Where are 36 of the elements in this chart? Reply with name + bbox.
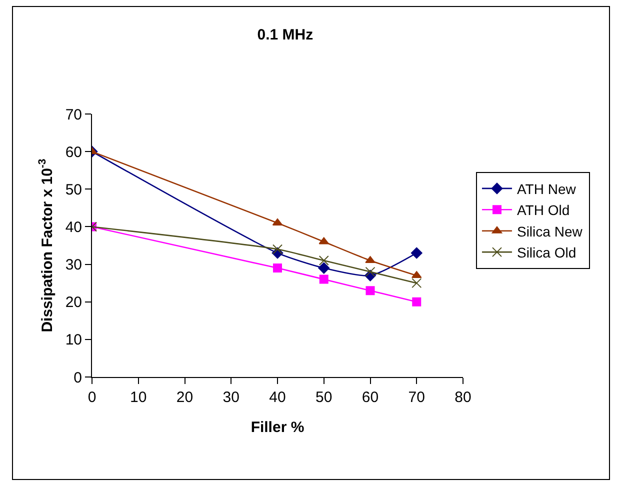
point xyxy=(410,247,422,259)
y-tick-label: 20 xyxy=(65,294,82,312)
chart-title: 0.1 MHz xyxy=(257,26,314,44)
point xyxy=(318,237,329,244)
point xyxy=(272,244,282,254)
x-tick-label: 40 xyxy=(269,389,286,406)
point xyxy=(412,278,422,288)
legend-label: Silica Old xyxy=(516,244,576,261)
x-tick-label: 10 xyxy=(130,389,147,406)
legend-label: Silica New xyxy=(516,223,584,240)
point xyxy=(412,271,422,278)
x-tick-label: 70 xyxy=(408,389,425,406)
y-tick-label: 30 xyxy=(65,256,82,274)
x-tick-label: 20 xyxy=(176,389,194,406)
point xyxy=(412,297,422,306)
y-tick-label: 60 xyxy=(65,144,82,161)
x-tick-label: 30 xyxy=(222,389,240,406)
point xyxy=(365,266,376,277)
legend-label: ATH Old xyxy=(516,202,570,218)
point xyxy=(366,286,375,296)
legend-label: ATH New xyxy=(516,180,577,197)
y-tick-label: 70 xyxy=(65,106,82,124)
x-tick-label: 80 xyxy=(454,389,472,406)
y-tick-label: 0 xyxy=(74,369,82,386)
y-tick-label: 40 xyxy=(65,218,82,236)
point xyxy=(273,264,282,273)
x-tick-label: 60 xyxy=(362,389,379,406)
y-tick-label: 10 xyxy=(65,332,82,349)
x-tick-label: 50 xyxy=(316,389,332,406)
point xyxy=(319,274,328,284)
x-tick-label: 0 xyxy=(88,389,96,406)
point xyxy=(318,262,330,274)
point xyxy=(318,256,329,266)
x-axis-title: Filler % xyxy=(250,419,304,436)
y-tick-label: 50 xyxy=(65,181,82,198)
point xyxy=(365,256,376,264)
